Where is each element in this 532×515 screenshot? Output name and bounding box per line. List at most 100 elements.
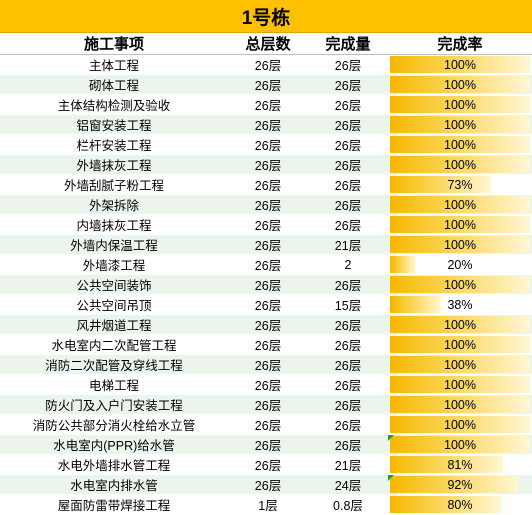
cell-total[interactable]: 26层: [228, 294, 308, 315]
cell-done[interactable]: 26层: [308, 214, 388, 235]
cell-done[interactable]: 26层: [308, 414, 388, 435]
cell-item[interactable]: 主体工程: [0, 54, 228, 75]
cell-total[interactable]: 26层: [228, 74, 308, 95]
cell-done[interactable]: 26层: [308, 114, 388, 135]
cell-total[interactable]: 26层: [228, 134, 308, 155]
cell-total[interactable]: 26层: [228, 94, 308, 115]
cell-item[interactable]: 消防二次配管及穿线工程: [0, 354, 228, 375]
cell-done[interactable]: 26层: [308, 74, 388, 95]
cell-total[interactable]: 26层: [228, 274, 308, 295]
cell-done[interactable]: 26层: [308, 434, 388, 455]
cell-total[interactable]: 26层: [228, 334, 308, 355]
cell-done[interactable]: 26层: [308, 314, 388, 335]
cell-rate[interactable]: 38%: [388, 294, 532, 315]
cell-done[interactable]: 26层: [308, 374, 388, 395]
cell-rate[interactable]: 100%: [388, 94, 532, 115]
cell-rate[interactable]: 100%: [388, 194, 532, 215]
cell-item[interactable]: 主体结构检测及验收: [0, 94, 228, 115]
cell-rate[interactable]: 100%: [388, 74, 532, 95]
cell-total[interactable]: 26层: [228, 314, 308, 335]
cell-rate[interactable]: 100%: [388, 314, 532, 335]
cell-item[interactable]: 铝窗安装工程: [0, 114, 228, 135]
cell-item[interactable]: 风井烟道工程: [0, 314, 228, 335]
cell-rate[interactable]: 81%: [388, 454, 532, 475]
cell-total[interactable]: 26层: [228, 414, 308, 435]
cell-rate[interactable]: 92%: [388, 474, 532, 495]
cell-rate[interactable]: 100%: [388, 374, 532, 395]
cell-total[interactable]: 26层: [228, 474, 308, 495]
cell-done[interactable]: 24层: [308, 474, 388, 495]
cell-total[interactable]: 26层: [228, 194, 308, 215]
cell-done[interactable]: 15层: [308, 294, 388, 315]
cell-rate[interactable]: 100%: [388, 234, 532, 255]
cell-total[interactable]: 26层: [228, 174, 308, 195]
cell-item[interactable]: 栏杆安装工程: [0, 134, 228, 155]
cell-done[interactable]: 26层: [308, 194, 388, 215]
cell-total[interactable]: 26层: [228, 394, 308, 415]
cell-item[interactable]: 公共空间装饰: [0, 274, 228, 295]
cell-rate[interactable]: 100%: [388, 114, 532, 135]
cell-rate[interactable]: 73%: [388, 174, 532, 195]
cell-item[interactable]: 水电外墙排水管工程: [0, 454, 228, 475]
cell-total[interactable]: 26层: [228, 114, 308, 135]
cell-item[interactable]: 水电室内(PPR)给水管: [0, 434, 228, 455]
cell-done[interactable]: 26层: [308, 174, 388, 195]
cell-item[interactable]: 外墙漆工程: [0, 254, 228, 275]
cell-item[interactable]: 砌体工程: [0, 74, 228, 95]
cell-done[interactable]: 26层: [308, 354, 388, 375]
cell-total[interactable]: 26层: [228, 354, 308, 375]
cell-rate[interactable]: 100%: [388, 214, 532, 235]
cell-item[interactable]: 水电室内二次配管工程: [0, 334, 228, 355]
table-row: 防火门及入户门安装工程 26层 26层 100%: [0, 394, 532, 415]
table-row: 外墙刮腻子粉工程 26层 26层 73%: [0, 174, 532, 195]
cell-done[interactable]: 26层: [308, 134, 388, 155]
cell-item[interactable]: 公共空间吊顶: [0, 294, 228, 315]
cell-rate[interactable]: 20%: [388, 254, 532, 275]
cell-rate[interactable]: 100%: [388, 274, 532, 295]
cell-item[interactable]: 消防公共部分消火栓给水立管: [0, 414, 228, 435]
cell-item[interactable]: 防火门及入户门安装工程: [0, 394, 228, 415]
cell-rate[interactable]: 100%: [388, 434, 532, 455]
cell-total[interactable]: 26层: [228, 454, 308, 475]
cell-rate[interactable]: 80%: [388, 494, 532, 515]
header-item[interactable]: 施工事项: [0, 33, 228, 55]
cell-item[interactable]: 外墙内保温工程: [0, 234, 228, 255]
sheet-title[interactable]: 1号栋: [0, 0, 532, 33]
cell-done[interactable]: 26层: [308, 334, 388, 355]
cell-rate[interactable]: 100%: [388, 134, 532, 155]
cell-item[interactable]: 外墙刮腻子粉工程: [0, 174, 228, 195]
header-rate[interactable]: 完成率: [388, 33, 532, 55]
cell-done[interactable]: 26层: [308, 394, 388, 415]
cell-done[interactable]: 0.8层: [308, 494, 388, 515]
cell-done[interactable]: 2: [308, 254, 388, 275]
cell-done[interactable]: 21层: [308, 454, 388, 475]
cell-item[interactable]: 电梯工程: [0, 374, 228, 395]
cell-item[interactable]: 屋面防雷带焊接工程: [0, 494, 228, 515]
cell-rate[interactable]: 100%: [388, 154, 532, 175]
cell-rate[interactable]: 100%: [388, 334, 532, 355]
cell-rate[interactable]: 100%: [388, 414, 532, 435]
cell-item[interactable]: 外墙抹灰工程: [0, 154, 228, 175]
cell-done[interactable]: 26层: [308, 54, 388, 75]
cell-rate[interactable]: 100%: [388, 54, 532, 75]
cell-total[interactable]: 26层: [228, 54, 308, 75]
cell-rate[interactable]: 100%: [388, 394, 532, 415]
cell-item[interactable]: 内墙抹灰工程: [0, 214, 228, 235]
header-done[interactable]: 完成量: [308, 33, 388, 55]
cell-total[interactable]: 26层: [228, 374, 308, 395]
progress-bar: [390, 276, 530, 293]
header-total[interactable]: 总层数: [228, 33, 308, 55]
cell-total[interactable]: 26层: [228, 214, 308, 235]
cell-total[interactable]: 1层: [228, 494, 308, 515]
cell-rate[interactable]: 100%: [388, 354, 532, 375]
cell-total[interactable]: 26层: [228, 154, 308, 175]
cell-total[interactable]: 26层: [228, 254, 308, 275]
cell-done[interactable]: 26层: [308, 274, 388, 295]
cell-done[interactable]: 21层: [308, 234, 388, 255]
cell-total[interactable]: 26层: [228, 234, 308, 255]
cell-done[interactable]: 26层: [308, 154, 388, 175]
cell-total[interactable]: 26层: [228, 434, 308, 455]
cell-done[interactable]: 26层: [308, 94, 388, 115]
cell-item[interactable]: 水电室内排水管: [0, 474, 228, 495]
cell-item[interactable]: 外架拆除: [0, 194, 228, 215]
